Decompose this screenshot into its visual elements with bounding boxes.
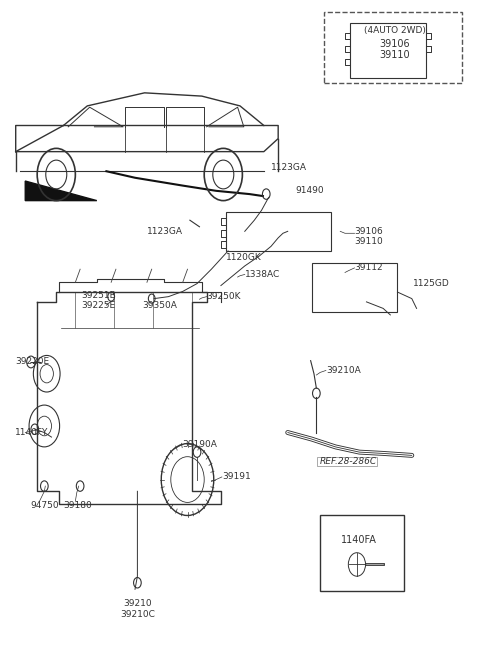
Text: 39106: 39106 — [355, 227, 384, 236]
Text: 1140FA: 1140FA — [341, 535, 377, 545]
Text: 39180: 39180 — [63, 501, 92, 510]
Text: 1120GK: 1120GK — [226, 253, 262, 262]
Text: 39191: 39191 — [222, 472, 251, 482]
Text: 39110: 39110 — [355, 237, 384, 246]
Text: 39225E: 39225E — [82, 301, 116, 310]
Text: 39220E: 39220E — [16, 358, 50, 367]
Text: 39190A: 39190A — [183, 440, 217, 449]
Text: 94750: 94750 — [30, 501, 59, 510]
Text: 39210C: 39210C — [120, 609, 155, 619]
Bar — [312, 262, 397, 312]
Text: (4AUTO 2WD): (4AUTO 2WD) — [364, 26, 426, 35]
Text: 1140FY: 1140FY — [15, 428, 48, 437]
Bar — [350, 23, 426, 79]
Text: REF.28-286C: REF.28-286C — [320, 457, 377, 466]
Text: 39210: 39210 — [123, 599, 152, 608]
Text: 91490: 91490 — [295, 186, 324, 195]
Polygon shape — [25, 181, 97, 201]
Text: 39251B: 39251B — [82, 291, 116, 300]
Text: 39110: 39110 — [380, 50, 410, 60]
Text: 1338AC: 1338AC — [245, 270, 280, 279]
Text: 39210A: 39210A — [326, 366, 360, 375]
Text: 1125GD: 1125GD — [413, 279, 449, 288]
Text: 1123GA: 1123GA — [147, 227, 183, 236]
Bar — [317, 457, 377, 466]
Bar — [320, 516, 404, 590]
Text: 39106: 39106 — [380, 39, 410, 49]
Text: 39112: 39112 — [355, 264, 383, 272]
Bar — [226, 212, 331, 251]
Text: 1123GA: 1123GA — [271, 163, 307, 173]
Text: 39250K: 39250K — [206, 292, 241, 301]
Text: 39350A: 39350A — [142, 301, 177, 310]
